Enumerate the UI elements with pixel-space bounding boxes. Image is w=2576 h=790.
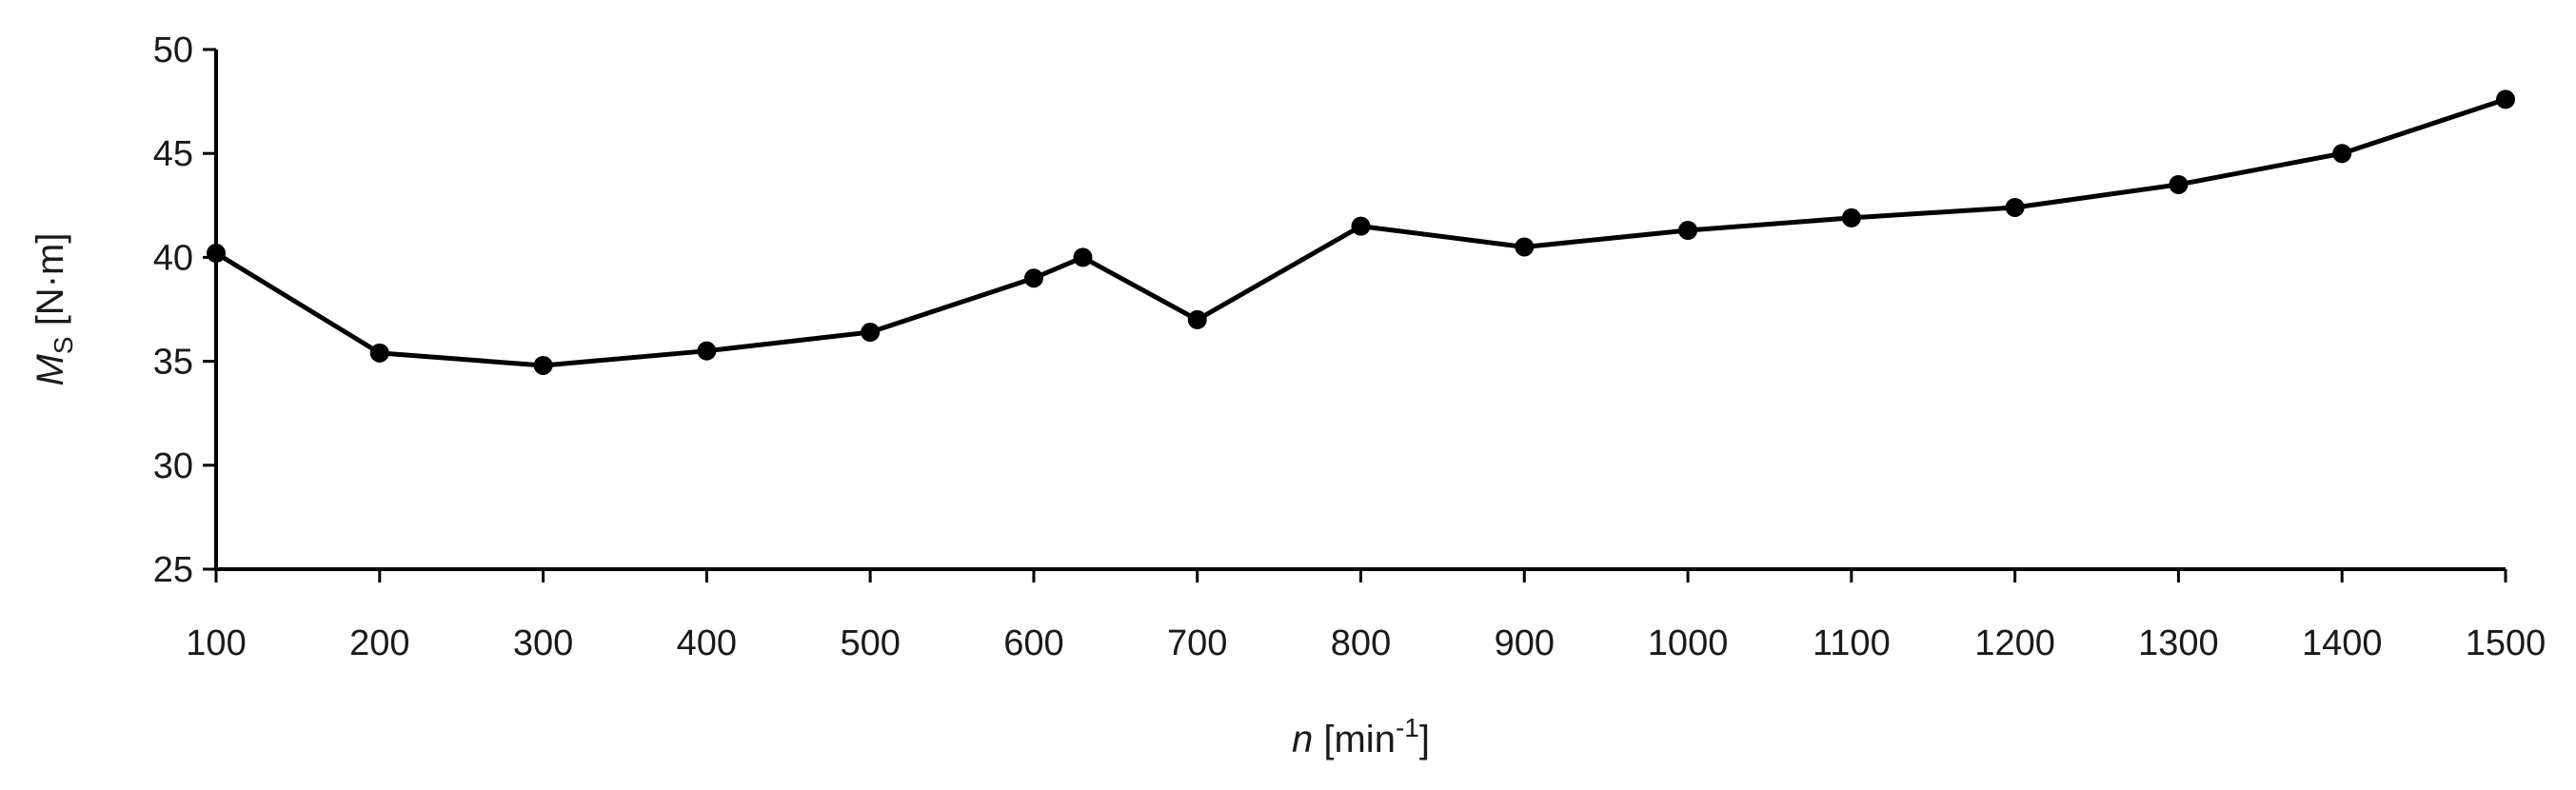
data-point [2005,197,2025,217]
x-tick-label: 1300 [2138,623,2219,663]
data-point [1515,237,1535,257]
y-axis: 25 30 35 40 45 50 [153,30,218,590]
x-tick-label: 500 [840,623,900,663]
y-tick-label: 50 [153,30,193,70]
x-tick-label: 400 [677,623,737,663]
x-tick-label: 1400 [2302,623,2383,663]
y-axis-label: MS [N·m] [30,233,78,386]
y-tick-label: 25 [153,550,193,590]
data-point [2169,174,2189,194]
data-point [1073,247,1093,267]
x-tick-label: 600 [1003,623,1063,663]
data-point [1187,309,1207,329]
data-point [2496,89,2515,109]
x-tick-label: 1000 [1648,623,1729,663]
y-tick-label: 45 [153,134,193,174]
x-tick-label: 900 [1495,623,1555,663]
axis-labels: n [min-1] MS [N·m] [30,233,1430,760]
data-point [533,355,553,375]
x-tick-label: 1100 [1813,623,1891,663]
data-point [1841,207,1861,227]
data-point [1351,216,1371,236]
y-tick-label: 35 [153,343,193,383]
x-tick-label: 100 [186,623,246,663]
x-tick-label: 200 [349,623,409,663]
x-tick-label: 800 [1331,623,1391,663]
x-axis: 100 200 300 400 500 600 700 800 900 1000 1100 1200 1… [186,567,2546,663]
x-tick-label: 700 [1167,623,1227,663]
y-tick-label: 40 [153,238,193,278]
x-tick-label: 1200 [1974,623,2055,663]
x-axis-label: n [min-1] [1292,713,1430,760]
series-line [214,97,2507,368]
series [207,89,2515,375]
data-point [2332,144,2352,164]
data-point [1678,221,1698,241]
x-tick-label: 1500 [2466,623,2546,663]
data-point [861,323,881,343]
data-point [207,244,226,264]
data-point [697,341,717,361]
x-tick-label: 300 [513,623,573,663]
y-tick-label: 30 [153,446,193,486]
data-point [1023,268,1043,288]
data-point [369,343,389,363]
